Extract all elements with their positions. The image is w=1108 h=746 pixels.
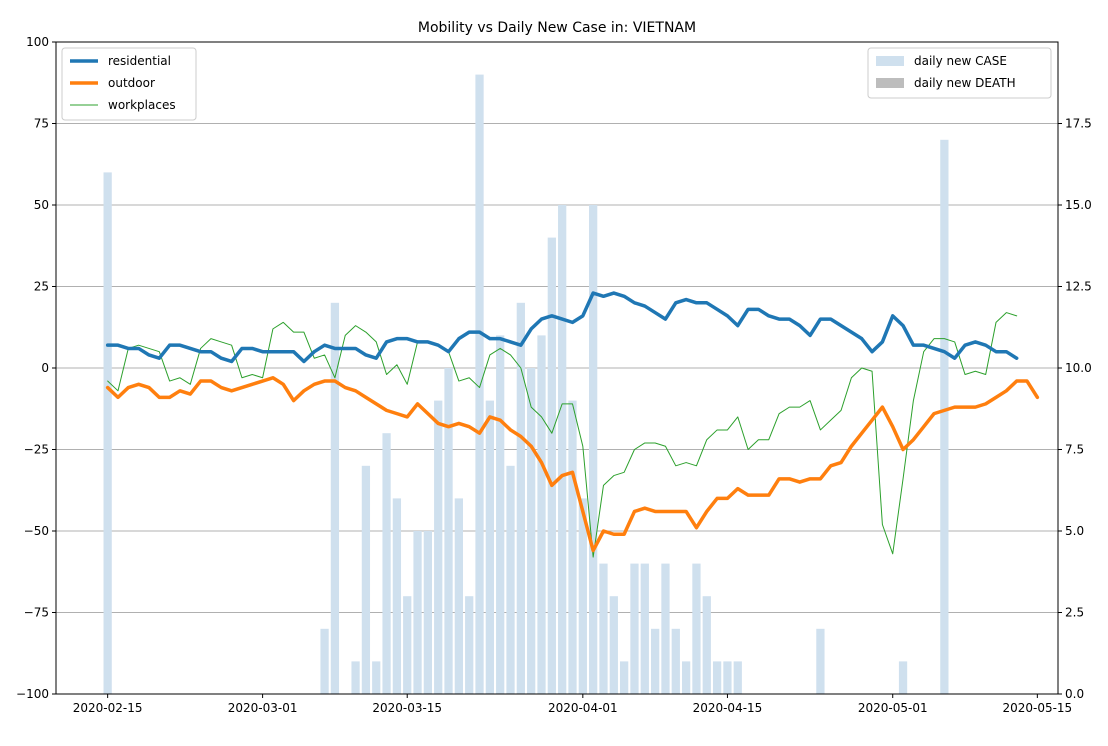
case-bar <box>103 172 112 694</box>
y-left-tick-label: −50 <box>24 524 49 538</box>
residential-line <box>105 291 1019 364</box>
case-bar <box>516 302 525 694</box>
case-bar <box>320 628 329 694</box>
chart-title: Mobility vs Daily New Case in: VIETNAM <box>418 20 696 36</box>
y-left-tick-label: −100 <box>16 687 49 701</box>
outdoor-line <box>105 376 1040 553</box>
legend-label-residential: residential <box>108 54 171 68</box>
case-bar <box>568 400 577 694</box>
case-bar <box>630 563 639 694</box>
y-left-axis-ticks: 100 75 50 25 0 −25 −50 −75 −100 <box>16 35 56 701</box>
y-left-tick-label: 50 <box>34 198 49 212</box>
case-bar <box>465 596 474 694</box>
y-left-tick-label: −25 <box>24 443 49 457</box>
case-bar <box>723 661 732 694</box>
case-bar <box>454 498 463 694</box>
y-right-tick-label: 12.5 <box>1065 280 1092 294</box>
case-bar <box>671 628 680 694</box>
legend-swatch-daily-new-CASE <box>876 56 904 66</box>
case-bar <box>898 661 908 694</box>
case-bar <box>434 400 443 694</box>
case-bar <box>702 596 711 694</box>
case-bar <box>547 237 556 694</box>
y-left-tick-label: 100 <box>26 35 49 49</box>
legend-left: residential outdoor workplaces <box>61 47 197 121</box>
case-bar <box>681 661 691 694</box>
y-right-tick-label: 17.5 <box>1065 117 1092 131</box>
case-bar <box>527 368 536 694</box>
case-bar <box>712 661 722 694</box>
x-tick-label: 2020-03-15 <box>372 701 442 715</box>
legend-right: daily new CASE daily new DEATH <box>867 47 1052 99</box>
case-bar <box>816 628 825 694</box>
legend-left-box <box>61 47 197 121</box>
case-bar <box>403 596 412 694</box>
legend-right-box <box>867 47 1052 99</box>
case-bar <box>620 661 629 694</box>
x-tick-label: 2020-04-01 <box>548 701 618 715</box>
case-bar <box>392 498 402 694</box>
case-bar <box>475 74 484 695</box>
legend-swatch-daily-new-DEATH <box>876 78 904 88</box>
x-tick-label: 2020-05-15 <box>1002 701 1072 715</box>
y-right-tick-label: 0.0 <box>1065 687 1084 701</box>
legend-label-outdoor: outdoor <box>108 76 155 90</box>
x-tick-label: 2020-05-01 <box>858 701 928 715</box>
case-bar <box>661 563 670 694</box>
case-bar <box>372 661 381 694</box>
y-right-axis-ticks: 17.5 15.0 12.5 10.0 7.5 5.0 2.5 0.0 <box>1058 117 1092 701</box>
case-bar <box>537 335 546 694</box>
workplaces-line <box>107 312 1018 558</box>
y-right-tick-label: 2.5 <box>1065 606 1084 620</box>
x-tick-label: 2020-03-01 <box>228 701 298 715</box>
x-axis-ticks: 2020-02-15 2020-03-01 2020-03-15 2020-04-01… <box>73 694 1072 715</box>
case-bar <box>413 531 422 694</box>
case-bar <box>382 433 391 694</box>
case-bar <box>578 498 587 694</box>
case-bar <box>496 335 505 694</box>
y-left-tick-label: −75 <box>24 606 49 620</box>
case-bar <box>351 661 360 694</box>
x-tick-label: 2020-02-15 <box>73 701 143 715</box>
case-bar <box>558 205 567 694</box>
y-right-tick-label: 10.0 <box>1065 361 1092 375</box>
case-bar <box>609 596 618 694</box>
case-bar <box>640 563 649 694</box>
x-tick-label: 2020-04-15 <box>693 701 763 715</box>
case-bars <box>103 74 949 695</box>
y-left-tick-label: 0 <box>41 361 49 375</box>
mobility-lines <box>105 291 1040 558</box>
y-right-tick-label: 15.0 <box>1065 198 1092 212</box>
case-bar <box>589 205 598 694</box>
case-bar <box>444 368 453 694</box>
case-bar <box>940 139 949 695</box>
y-right-tick-label: 5.0 <box>1065 524 1084 538</box>
y-right-tick-label: 7.5 <box>1065 443 1084 457</box>
y-left-tick-label: 25 <box>34 280 49 294</box>
case-bar <box>423 531 433 694</box>
y-left-tick-label: 75 <box>34 117 49 131</box>
legend-label-daily-new-CASE: daily new CASE <box>914 54 1007 68</box>
case-bar <box>330 302 340 694</box>
legend-label-workplaces: workplaces <box>108 98 176 112</box>
grid-lines <box>56 41 1058 695</box>
case-bar <box>733 661 742 694</box>
case-bar <box>506 465 515 694</box>
case-bar <box>361 465 371 694</box>
case-bar <box>599 563 608 694</box>
case-bar <box>651 628 660 694</box>
case-bar <box>692 563 701 694</box>
legend-label-daily-new-DEATH: daily new DEATH <box>914 76 1016 90</box>
case-bar <box>485 400 494 694</box>
